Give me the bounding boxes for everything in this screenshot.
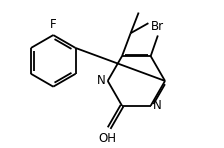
Text: Br: Br [151,20,164,33]
Text: F: F [50,18,57,31]
Text: N: N [97,74,106,87]
Text: N: N [153,99,162,112]
Text: OH: OH [99,132,117,145]
